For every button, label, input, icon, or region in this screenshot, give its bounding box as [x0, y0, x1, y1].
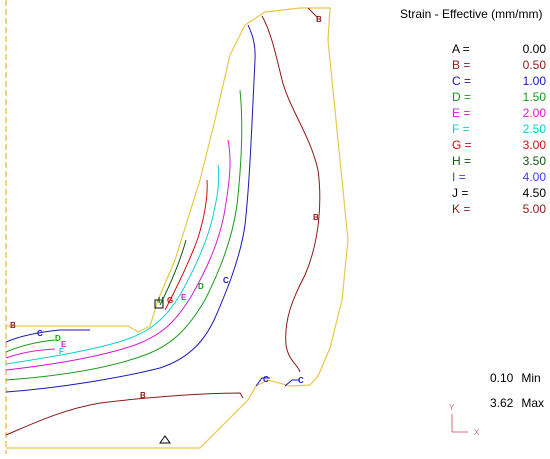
legend-row: H = 3.50 [452, 153, 548, 169]
legend-value: 1.50 [522, 90, 546, 104]
min-value: 0.10 [490, 371, 514, 385]
triangle-marker-icon [159, 435, 171, 444]
legend-row: B = 0.50 [452, 57, 548, 73]
legend: A = 0.00 B = 0.50 C = 1.00 D = 1.50 E = 2.00 F = 2.… [452, 41, 548, 217]
legend-value: 3.00 [522, 138, 546, 152]
legend-value: 1.00 [522, 74, 546, 88]
legend-key: H = [452, 154, 472, 168]
max-value: 3.62 [490, 396, 514, 410]
legend-row: I = 4.00 [452, 169, 548, 185]
min-readout: 0.10 Min [490, 371, 541, 385]
legend-key: E = [452, 106, 471, 120]
legend-key: F = [452, 122, 470, 136]
contour-e-left [5, 348, 56, 359]
legend-value: 3.50 [522, 154, 546, 168]
legend-title: Strain - Effective (mm/mm) [400, 7, 543, 21]
contour-c-notch-2 [284, 379, 300, 387]
legend-key: C = [452, 74, 472, 88]
label-b-top: B [316, 15, 322, 24]
legend-key: K = [452, 202, 471, 216]
legend-value: 0.50 [522, 58, 546, 72]
label-e-mid: E [181, 293, 187, 302]
label-e-left: E [61, 340, 67, 349]
label-c-notch-2: C [298, 376, 304, 385]
triad-x-label: X [474, 428, 480, 437]
workpiece-outline [6, 7, 349, 449]
label-b-right: B [313, 213, 319, 222]
label-b-left: B [10, 321, 16, 330]
legend-value: 0.00 [522, 42, 546, 56]
legend-row: C = 1.00 [452, 73, 548, 89]
label-d-left: D [55, 334, 61, 343]
legend-value: 2.00 [522, 106, 546, 120]
contour-c-left [5, 329, 90, 343]
label-b-bottom: B [140, 391, 146, 400]
legend-value: 2.50 [522, 122, 546, 136]
contour-d-left [5, 339, 56, 353]
label-g-mid: G [167, 296, 173, 305]
label-f-left: F [59, 347, 64, 356]
legend-row: J = 4.50 [452, 185, 548, 201]
legend-key: D = [452, 90, 472, 104]
legend-key: A = [452, 42, 470, 56]
contour-f [5, 164, 220, 365]
label-h-mid: H [158, 296, 164, 305]
contour-g [164, 179, 208, 311]
legend-row: K = 5.00 [452, 201, 548, 217]
triad-y-label: Y [449, 403, 455, 412]
legend-row: D = 1.50 [452, 89, 548, 105]
contour-c [5, 24, 256, 393]
legend-key: J = [452, 186, 469, 200]
legend-row: A = 0.00 [452, 41, 548, 57]
legend-key: I = [452, 170, 466, 184]
legend-value: 5.00 [522, 202, 546, 216]
contour-h-box [154, 299, 164, 309]
label-c-left: C [37, 329, 43, 338]
contour-b-top [307, 7, 319, 19]
legend-key: G = [452, 138, 472, 152]
label-d-mid: D [198, 282, 204, 291]
contour-b-right [261, 15, 321, 373]
contour-e [5, 139, 231, 371]
legend-key: B = [452, 58, 471, 72]
contour-h [159, 239, 187, 306]
legend-row: G = 3.00 [452, 137, 548, 153]
contour-d [5, 89, 243, 381]
legend-row: E = 2.00 [452, 105, 548, 121]
label-c-notch-1: C [263, 375, 269, 384]
min-label: Min [521, 371, 541, 385]
legend-row: F = 2.50 [452, 121, 548, 137]
legend-value: 4.00 [522, 170, 546, 184]
label-c-mid: C [223, 276, 229, 285]
max-label: Max [521, 396, 545, 410]
legend-value: 4.50 [522, 186, 546, 200]
contour-c-notch-1 [255, 377, 270, 387]
contour-b-bottom [5, 392, 244, 436]
max-readout: 3.62 Max [490, 396, 544, 410]
